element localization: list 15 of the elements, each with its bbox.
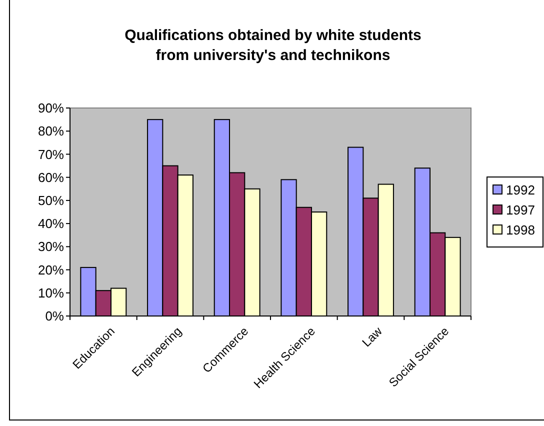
legend-label: 1998 xyxy=(506,222,535,238)
legend-label: 1997 xyxy=(506,202,535,218)
y-tick-label: 70% xyxy=(38,146,64,162)
chart-title: Qualifications obtained by white students from university's and technikons xyxy=(124,27,422,64)
y-tick-label: 10% xyxy=(38,285,64,300)
y-tick-label: 30% xyxy=(38,239,64,254)
y-tick-label: 50% xyxy=(38,192,64,208)
y-tick-label: 60% xyxy=(38,170,64,185)
y-tick-label: 20% xyxy=(38,262,64,278)
y-tick-label: 80% xyxy=(38,124,64,139)
y-tick-label: 0% xyxy=(45,308,64,324)
legend-label: 1992 xyxy=(506,182,535,198)
y-tick-label: 40% xyxy=(38,216,64,232)
x-tick-label: Law xyxy=(359,324,386,350)
y-tick-label: 90% xyxy=(38,100,64,116)
